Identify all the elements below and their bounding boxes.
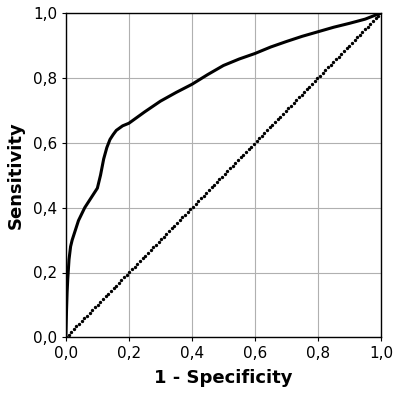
X-axis label: 1 - Specificity: 1 - Specificity	[154, 369, 293, 387]
Y-axis label: Sensitivity: Sensitivity	[7, 121, 25, 229]
